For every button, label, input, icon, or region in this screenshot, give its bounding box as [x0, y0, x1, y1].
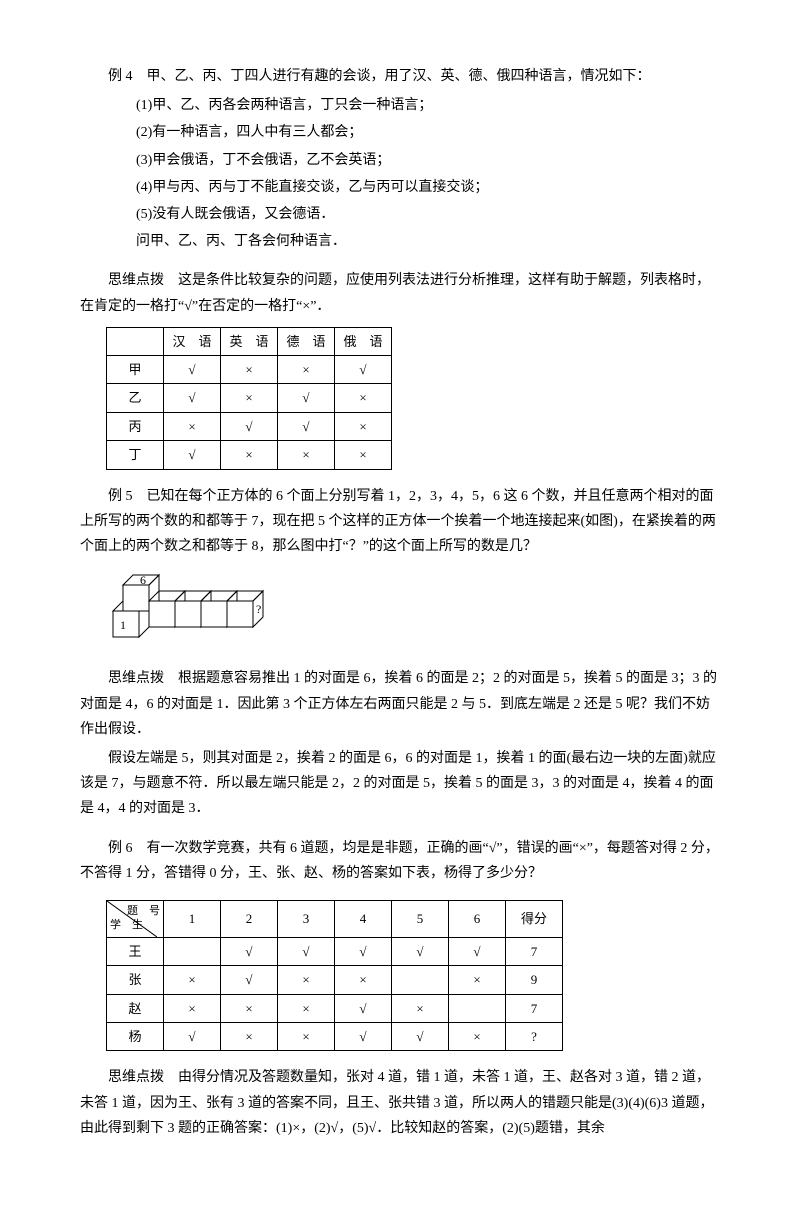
ex6-cell: 7 — [506, 994, 563, 1022]
ex6-cell: √ — [392, 1023, 449, 1051]
ex6-col-header: 2 — [221, 900, 278, 937]
ex6-cell: 张 — [107, 966, 164, 994]
ex6-cell: √ — [335, 1023, 392, 1051]
ex6-cell: √ — [221, 966, 278, 994]
ex4-cell: × — [221, 356, 278, 384]
ex6-cell: × — [164, 966, 221, 994]
ex6-cell: × — [335, 966, 392, 994]
ex4-cond-3: (3)甲会俄语，丁不会俄语，乙不会英语； — [80, 148, 720, 173]
ex6-cell: √ — [221, 937, 278, 965]
ex4-cell: × — [335, 384, 392, 412]
ex4-cell: × — [278, 356, 335, 384]
ex6-hint: 思维点拨 由得分情况及答题数量知，张对 4 道，错 1 道，未答 1 道，王、赵… — [80, 1065, 720, 1141]
ex6-cell: × — [164, 994, 221, 1022]
ex4-cell: √ — [278, 412, 335, 440]
ex6-col-header: 6 — [449, 900, 506, 937]
ex6-cell — [392, 966, 449, 994]
ex6-col-header: 5 — [392, 900, 449, 937]
ex4-table: 汉 语英 语德 语俄 语甲√××√乙√×√×丙×√√×丁√××× — [106, 327, 392, 470]
ex6-cell: × — [449, 966, 506, 994]
ex5-hint-2: 假设左端是 5，则其对面是 2，挨着 2 的面是 6，6 的对面是 1，挨着 1… — [80, 746, 720, 822]
ex4-cond-5: (5)没有人既会俄语，又会德语． — [80, 202, 720, 227]
ex6-cell: × — [278, 966, 335, 994]
ex6-cell: 赵 — [107, 994, 164, 1022]
ex6-title: 例 6 有一次数学竞赛，共有 6 道题，均是是非题，正确的画“√”，错误的画“×… — [80, 836, 720, 886]
ex4-cell: √ — [164, 384, 221, 412]
ex6-cell: 王 — [107, 937, 164, 965]
ex6-col-header: 得分 — [506, 900, 563, 937]
ex4-cell: × — [221, 441, 278, 469]
ex4-cell: 乙 — [107, 384, 164, 412]
ex4-hint: 思维点拨 这是条件比较复杂的问题，应使用列表法进行分析推理，这样有助于解题，列表… — [80, 268, 720, 318]
ex6-cell: 7 — [506, 937, 563, 965]
ex4-cell: × — [335, 441, 392, 469]
ex4-cell: 甲 — [107, 356, 164, 384]
ex6-col-header: 1 — [164, 900, 221, 937]
ex4-cond-4: (4)甲与丙、丙与丁不能直接交谈，乙与丙可以直接交谈； — [80, 175, 720, 200]
ex6-diag-header: 题 号学 生 — [107, 900, 164, 937]
ex6-cell: √ — [278, 937, 335, 965]
ex6-cell: × — [278, 1023, 335, 1051]
ex4-cond-2: (2)有一种语言，四人中有三人都会； — [80, 120, 720, 145]
ex6-cell: 9 — [506, 966, 563, 994]
ex4-title: 例 4 甲、乙、丙、丁四人进行有趣的会谈，用了汉、英、德、俄四种语言，情况如下： — [80, 64, 720, 89]
ex4-cell: √ — [335, 356, 392, 384]
ex6-cell: √ — [449, 937, 506, 965]
ex6-col-header: 3 — [278, 900, 335, 937]
ex6-hint-block: 思维点拨 由得分情况及答题数量知，张对 4 道，错 1 道，未答 1 道，王、赵… — [80, 1065, 720, 1141]
ex6-cell: × — [278, 994, 335, 1022]
ex6-cell: √ — [164, 1023, 221, 1051]
ex4-cell: × — [335, 412, 392, 440]
ex6-cell: 杨 — [107, 1023, 164, 1051]
ex4-cell: 丙 — [107, 412, 164, 440]
ex4-col-header: 英 语 — [221, 327, 278, 355]
ex5-hints: 思维点拨 根据题意容易推出 1 的对面是 6，挨着 6 的面是 2；2 的对面是… — [80, 666, 720, 821]
ex5-hint-1: 思维点拨 根据题意容易推出 1 的对面是 6，挨着 6 的面是 2；2 的对面是… — [80, 666, 720, 742]
ex6-cell — [164, 937, 221, 965]
ex6-cell: √ — [335, 937, 392, 965]
ex4-cell: √ — [164, 441, 221, 469]
ex6-table: 题 号学 生123456得分王√√√√√7张×√×××9赵×××√×7杨√××√… — [106, 900, 563, 1052]
ex6-cell: √ — [392, 937, 449, 965]
ex4-col-header — [107, 327, 164, 355]
cube-label-1: 1 — [120, 618, 126, 632]
ex6-cell: √ — [335, 994, 392, 1022]
ex4-cell: √ — [221, 412, 278, 440]
ex4-col-header: 德 语 — [278, 327, 335, 355]
ex6-cell: × — [221, 994, 278, 1022]
ex6-col-header: 4 — [335, 900, 392, 937]
ex4-col-header: 俄 语 — [335, 327, 392, 355]
ex4-cond-1: (1)甲、乙、丙各会两种语言，丁只会一种语言； — [80, 93, 720, 118]
ex4-cell: × — [278, 441, 335, 469]
example-6: 例 6 有一次数学竞赛，共有 6 道题，均是是非题，正确的画“√”，错误的画“×… — [80, 836, 720, 886]
example-5: 例 5 已知在每个正方体的 6 个面上分别写着 1，2，3，4，5，6 这 6 … — [80, 484, 720, 560]
ex4-col-header: 汉 语 — [164, 327, 221, 355]
cube-label-q: ? — [256, 602, 261, 616]
ex6-cell: ? — [506, 1023, 563, 1051]
ex6-cell — [449, 994, 506, 1022]
example-4: 例 4 甲、乙、丙、丁四人进行有趣的会谈，用了汉、英、德、俄四种语言，情况如下：… — [80, 64, 720, 254]
ex4-cell: √ — [278, 384, 335, 412]
ex4-question: 问甲、乙、丙、丁各会何种语言． — [80, 229, 720, 254]
ex6-cell: × — [449, 1023, 506, 1051]
ex6-cell: × — [392, 994, 449, 1022]
ex4-cell: × — [221, 384, 278, 412]
ex5-title: 例 5 已知在每个正方体的 6 个面上分别写着 1，2，3，4，5，6 这 6 … — [80, 484, 720, 560]
ex6-cell: × — [221, 1023, 278, 1051]
ex4-cell: × — [164, 412, 221, 440]
ex4-cell: 丁 — [107, 441, 164, 469]
cube-figure: 1 6 ? — [108, 573, 720, 652]
cube-label-6: 6 — [140, 573, 146, 587]
ex4-cell: √ — [164, 356, 221, 384]
